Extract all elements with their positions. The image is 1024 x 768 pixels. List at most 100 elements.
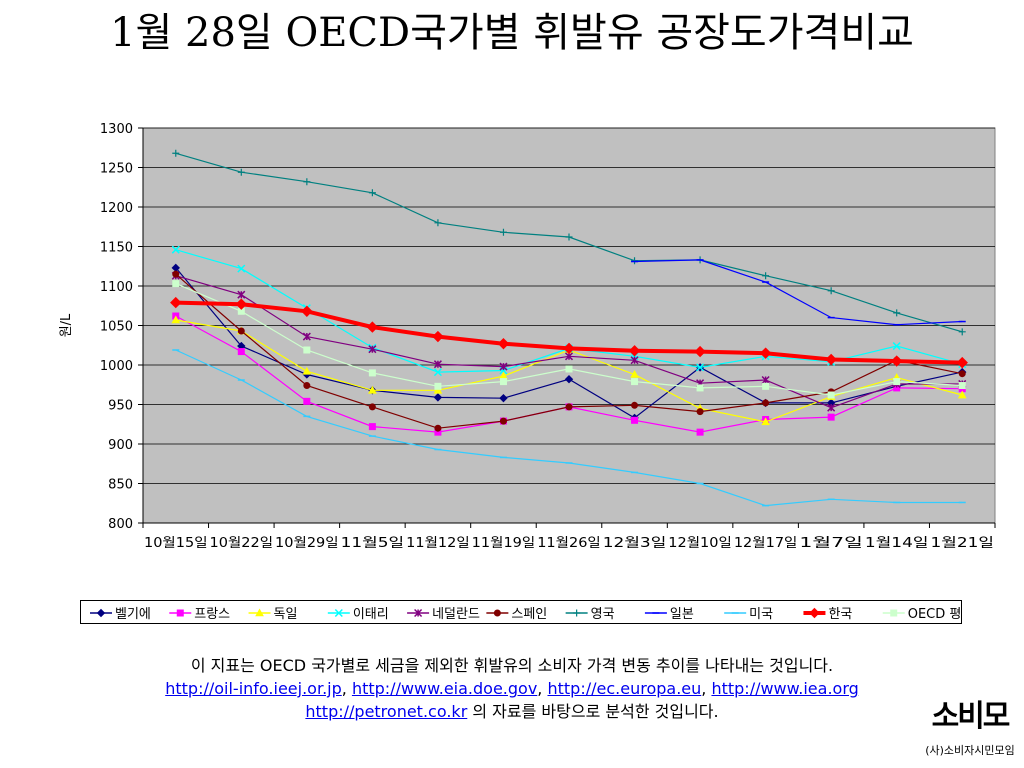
source-link-eia[interactable]: http://www.eia.doe.gov (351, 679, 538, 698)
logo-mark: 소비모 (931, 699, 1011, 734)
chart-legend: 벨기에 프랑스 독일 이태리 네덜란드 스페인 영국 일본 미국 한국 OECD 평균 (80, 600, 962, 624)
point-5-4 (434, 424, 442, 432)
point-4-1 (237, 290, 246, 299)
source-links-row-2: http://petronet.co.kr 의 자료를 바탕으로 분석한 것입니… (0, 700, 1024, 723)
point-1-7 (631, 416, 639, 424)
legend-marker-2 (255, 608, 264, 617)
point-5-7 (631, 401, 639, 409)
source-link-ieej[interactable]: http://oil-info.ieej.or.jp (165, 679, 342, 698)
point-6-10 (827, 287, 835, 295)
legend-item-0: 벨기에 (90, 607, 151, 622)
legend-item-10: OECD 평균 (882, 607, 961, 622)
logo-org-name: (사)소비자시민모임 (925, 744, 1015, 757)
source-link-ec-europa[interactable]: http://ec.europa.eu (547, 679, 702, 698)
point-3-11 (892, 342, 901, 351)
point-10-7 (631, 378, 639, 386)
legend-item-3: 이태리 (327, 607, 389, 622)
legend-label-8: 미국 (749, 607, 773, 622)
point-2-0 (171, 315, 181, 324)
point-3-8 (696, 363, 705, 372)
point-10-9 (762, 382, 770, 390)
legend-label-2: 독일 (274, 607, 298, 622)
point-6-5 (499, 228, 507, 236)
series-9 (170, 296, 968, 369)
point-4-5 (499, 362, 508, 371)
x-tick-label-4: 11월12일 (406, 536, 470, 551)
point-9-2 (301, 305, 313, 317)
legend-item-9: 한국 (803, 607, 852, 622)
y-tick-label-1300: 1300 (100, 122, 133, 137)
legend-item-2: 독일 (248, 607, 298, 622)
point-10-0 (172, 280, 180, 288)
point-2-7 (630, 369, 639, 378)
point-6-3 (368, 189, 376, 197)
legend-item-4: 네덜란드 (407, 607, 480, 622)
source-link-petronet[interactable]: http://petronet.co.kr (305, 702, 468, 721)
point-6-6 (565, 233, 573, 241)
point-9-7 (628, 345, 641, 357)
point-5-3 (368, 403, 376, 411)
y-tick-label-1150: 1150 (100, 241, 133, 256)
organization-logo: 소비모 (사)소비자시민모임 (920, 700, 1020, 764)
point-10-12 (958, 382, 966, 390)
legend-item-1: 프랑스 (169, 607, 230, 622)
point-1-3 (368, 423, 376, 431)
y-tick-label-950: 950 (108, 399, 133, 414)
point-5-0 (172, 270, 180, 278)
y-tick-label-850: 850 (108, 478, 133, 493)
point-1-2 (303, 397, 311, 405)
x-tick-label-3: 11월5일 (341, 536, 405, 551)
legend-marker-3 (334, 608, 343, 618)
x-tick-label-8: 12월10일 (668, 536, 732, 551)
legend-marker-6 (573, 609, 581, 617)
source-suffix: 의 자료를 바탕으로 분석한 것입니다. (472, 702, 719, 721)
point-10-11 (893, 378, 901, 386)
point-5-9 (762, 399, 770, 407)
description-text: 이 지표는 OECD 국가별로 세금을 제외한 휘발유의 소비자 가격 변동 추… (190, 656, 834, 675)
point-6-7 (631, 257, 639, 265)
point-6-4 (434, 219, 442, 227)
line-chart: 800 850 900 950 1000 1050 1100 1150 1200 1250 1300… (59, 122, 996, 551)
legend-marker-1 (176, 609, 184, 617)
point-4-10 (827, 403, 836, 412)
point-9-1 (235, 298, 248, 310)
point-1-10 (827, 413, 835, 421)
point-5-2 (303, 382, 311, 390)
x-tick-label-2: 10월29일 (275, 536, 339, 551)
source-links-row: http://oil-info.ieej.or.jp, http://www.e… (165, 679, 859, 698)
point-9-3 (366, 321, 379, 333)
point-0-6 (564, 375, 574, 384)
point-5-1 (237, 327, 245, 335)
point-6-0 (172, 149, 180, 157)
point-10-2 (303, 346, 311, 354)
x-tick-label-9: 12월17일 (734, 536, 798, 551)
legend-item-5: 스페인 (486, 607, 547, 622)
point-2-2 (302, 366, 312, 375)
legend-item-7: 일본 (644, 607, 694, 622)
y-tick-label-900: 900 (108, 438, 133, 453)
point-10-8 (696, 384, 704, 392)
point-2-3 (368, 385, 377, 394)
page-title: 1월 28일 OECD국가별 휘발유 공장도가격비교 (110, 10, 914, 56)
source-link-iea[interactable]: http://www.iea.org (711, 679, 859, 698)
y-tick-label-1100: 1100 (100, 280, 133, 295)
x-tick-label-7: 12월3일 (603, 536, 667, 551)
legend-label-1: 프랑스 (194, 607, 230, 622)
point-9-6 (563, 342, 575, 355)
point-5-6 (565, 403, 573, 411)
point-6-2 (303, 178, 311, 186)
point-5-12 (958, 370, 966, 378)
legend-item-6: 영국 (565, 607, 615, 622)
point-0-5 (499, 393, 508, 403)
point-2-4 (433, 385, 443, 394)
point-0-4 (433, 393, 443, 402)
point-4-7 (630, 356, 639, 365)
y-tick-label-1050: 1050 (100, 320, 133, 335)
x-tick-label-5: 11월19일 (472, 536, 536, 551)
point-4-2 (302, 332, 311, 341)
legend-label-5: 스페인 (511, 607, 547, 622)
point-3-4 (433, 368, 442, 377)
point-1-1 (237, 348, 245, 356)
legend-item-8: 미국 (724, 607, 773, 622)
x-tick-label-11: 1월14일 (865, 536, 929, 551)
